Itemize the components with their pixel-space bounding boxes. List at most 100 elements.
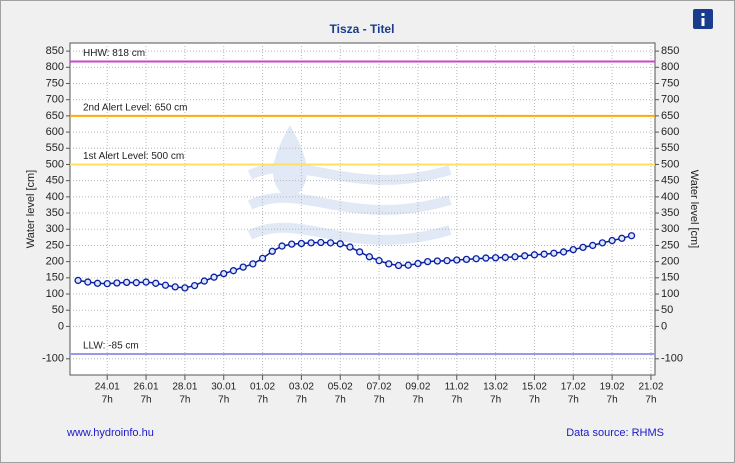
y-axis-title: Water level [cm] (25, 170, 37, 248)
series-line (77, 234, 632, 289)
y-tick-label: -100 (42, 353, 64, 365)
data-point (365, 253, 374, 261)
reference-label: LLW: -85 cm (83, 341, 139, 352)
y-tick-label: 550 (46, 142, 64, 154)
y-tick-label: 0 (58, 320, 64, 332)
x-tick-hour: 7h (296, 395, 307, 406)
data-point (482, 254, 490, 262)
data-point (618, 234, 626, 242)
x-tick-hour: 7h (335, 395, 346, 406)
data-point (142, 278, 150, 286)
x-tick-label: 09.02 (405, 382, 430, 393)
y2-tick-label: 750 (661, 77, 679, 89)
x-tick-hour: 7h (140, 395, 151, 406)
footer-link[interactable]: www.hydroinfo.hu (66, 427, 154, 439)
data-point (394, 261, 403, 270)
data-point (375, 257, 383, 265)
data-point (433, 257, 441, 265)
data-point (589, 241, 597, 250)
footer-source: Data source: RHMS (566, 427, 664, 439)
y2-tick-label: 200 (661, 256, 679, 268)
data-point (608, 236, 616, 245)
data-point (336, 240, 344, 248)
x-tick-label: 07.02 (367, 382, 392, 393)
x-tick-label: 05.02 (328, 382, 353, 393)
x-tick-label: 03.02 (289, 382, 314, 393)
x-tick-hour: 7h (490, 395, 501, 406)
data-point (229, 267, 238, 275)
chart-title: Tisza - Titel (330, 22, 395, 36)
y2-tick-label: 450 (661, 175, 679, 187)
data-point (161, 281, 170, 289)
data-point (74, 276, 82, 285)
reference-label: 1st Alert Level: 500 cm (83, 151, 184, 162)
y2-tick-label: 250 (661, 239, 679, 251)
x-tick-hour: 7h (374, 395, 385, 406)
y-tick-label: 250 (46, 239, 64, 251)
data-point (501, 253, 509, 262)
data-point (627, 232, 636, 240)
data-point (540, 250, 548, 258)
data-point (268, 247, 276, 255)
data-point (249, 260, 257, 268)
data-point (171, 283, 179, 291)
y2-tick-label: 350 (661, 207, 679, 219)
data-point (550, 249, 558, 257)
data-point (122, 278, 131, 287)
y-tick-label: 150 (46, 272, 64, 284)
data-point (200, 277, 208, 285)
data-point (521, 252, 529, 260)
y-tick-label: 850 (46, 45, 64, 57)
data-point (103, 280, 111, 288)
x-tick-hour: 7h (102, 395, 113, 406)
y2-tick-label: 500 (661, 158, 679, 170)
data-point (530, 251, 539, 259)
data-point (491, 254, 500, 262)
y2-tick-label: 0 (661, 320, 667, 332)
y2-tick-label: 600 (661, 126, 679, 138)
data-point (443, 257, 451, 265)
x-tick-hour: 7h (412, 395, 423, 406)
y2-tick-label: 700 (661, 94, 679, 106)
data-point (356, 248, 364, 256)
data-point (132, 279, 140, 287)
data-point (569, 245, 577, 254)
x-tick-label: 24.01 (95, 382, 120, 393)
y-tick-label: 300 (46, 223, 64, 235)
data-point (472, 255, 480, 263)
data-point (404, 261, 412, 269)
x-tick-label: 21.02 (638, 382, 663, 393)
data-point (181, 284, 189, 292)
y-tick-label: 750 (46, 77, 64, 89)
plot-area (69, 42, 656, 376)
x-tick-label: 17.02 (561, 382, 586, 393)
data-point (462, 255, 471, 264)
y-tick-label: 200 (46, 256, 64, 268)
data-point (598, 239, 607, 247)
data-point (423, 257, 432, 266)
data-point (93, 279, 102, 287)
x-tick-label: 30.01 (211, 382, 236, 393)
x-tick-label: 15.02 (522, 382, 547, 393)
data-point (579, 243, 587, 252)
y-tick-label: 800 (46, 61, 64, 73)
data-point (385, 260, 393, 268)
y-tick-label: 350 (46, 207, 64, 219)
data-point (220, 269, 228, 278)
data-point (297, 239, 306, 248)
y-tick-label: 450 (46, 175, 64, 187)
data-point (113, 279, 121, 287)
data-point (317, 238, 325, 247)
x-tick-label: 13.02 (483, 382, 508, 393)
y2-tick-label: 150 (661, 272, 679, 284)
data-point (84, 278, 92, 286)
data-point (326, 239, 335, 247)
y2-tick-label: 300 (661, 223, 679, 235)
data-point (346, 243, 354, 251)
x-tick-label: 26.01 (134, 382, 159, 393)
reference-label: HHW: 818 cm (83, 48, 145, 59)
data-point (258, 254, 267, 263)
x-tick-label: 11.02 (445, 382, 470, 393)
info-icon[interactable] (693, 9, 713, 29)
y-tick-label: 500 (46, 158, 64, 170)
